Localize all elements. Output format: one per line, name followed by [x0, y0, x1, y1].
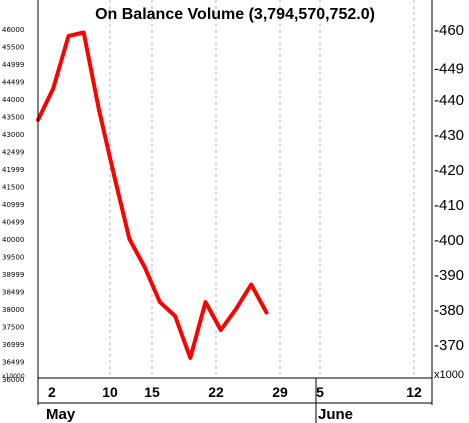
right-tick-label: -410	[434, 197, 464, 214]
left-tick-label: 41999	[2, 166, 24, 174]
left-tick-label: 36999	[2, 341, 24, 349]
left-tick-label: 38499	[2, 289, 24, 297]
x-tick-label: 2	[48, 384, 56, 400]
left-multiplier-label: x10000	[2, 373, 25, 380]
right-tick-label: -430	[434, 127, 464, 144]
right-tick-label: -460	[434, 22, 464, 39]
x-tick-label: 15	[144, 384, 160, 400]
month-label: June	[318, 406, 353, 423]
right-axis-ticks: -460 -449 -440 -430 -420 -410 -400 -390 -380 -370	[434, 22, 464, 354]
left-tick-label: 36499	[2, 359, 24, 367]
x-axis-ticks: 2 10 15 22 29 5 12 May June	[46, 384, 422, 423]
plot-background	[38, 0, 432, 378]
x-tick-label: 22	[208, 384, 224, 400]
right-tick-label: -440	[434, 92, 464, 109]
left-tick-label: 40000	[2, 236, 24, 244]
left-tick-label: 38999	[2, 271, 24, 279]
month-label: May	[46, 406, 76, 423]
chart-title: On Balance Volume (3,794,570,752.0)	[95, 6, 375, 23]
left-tick-label: 39500	[2, 254, 24, 262]
left-tick-label: 43500	[2, 114, 24, 122]
x-tick-label: 29	[272, 384, 288, 400]
left-tick-label: 42499	[2, 149, 24, 157]
left-tick-label: 38000	[2, 306, 24, 314]
x-tick-label: 10	[102, 384, 118, 400]
left-tick-label: 36000	[2, 376, 24, 384]
left-tick-label: 44999	[2, 61, 24, 69]
left-tick-label: 45500	[2, 44, 24, 52]
x-tick-label: 5	[316, 384, 324, 400]
right-multiplier-label: x1000	[434, 369, 464, 381]
left-tick-label: 44000	[2, 96, 24, 104]
left-tick-label: 43000	[2, 131, 24, 139]
right-tick-label: -370	[434, 337, 464, 354]
right-tick-label: -420	[434, 162, 464, 179]
right-tick-label: -390	[434, 267, 464, 284]
left-tick-label: 37500	[2, 324, 24, 332]
series-line-0	[36, 30, 269, 360]
gridlines	[109, 0, 415, 423]
left-tick-label: 40999	[2, 201, 24, 209]
left-tick-label: 40499	[2, 219, 24, 227]
right-tick-label: -449	[434, 61, 464, 78]
left-tick-label: 46000	[2, 26, 24, 34]
right-tick-label: -400	[434, 232, 464, 249]
left-tick-label: 41500	[2, 184, 24, 192]
right-tick-label: -380	[434, 302, 464, 319]
series-layer	[36, 30, 269, 360]
left-axis-ticks: 46000 45500 44999 44499 44000 43500 43000 42499…	[2, 26, 24, 384]
left-tick-label: 44499	[2, 79, 24, 87]
x-tick-label: 12	[406, 384, 422, 400]
